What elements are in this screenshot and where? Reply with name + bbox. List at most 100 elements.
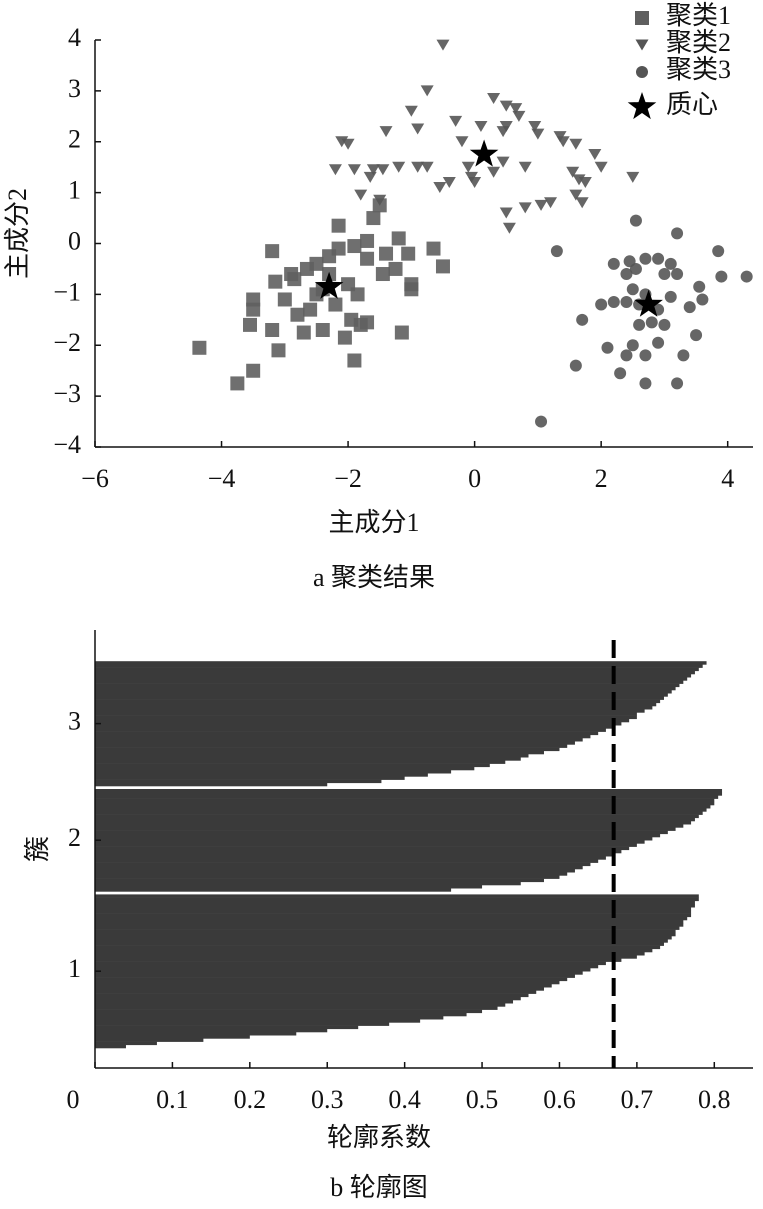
point [328,297,343,312]
point [652,252,665,265]
silhouette-bar [95,1022,390,1026]
x-axis-label: 主成分1 [328,508,419,537]
legend-label: 质心 [666,90,718,119]
point [639,252,652,265]
point [337,330,352,345]
point [296,325,311,340]
point [373,194,387,206]
point [683,301,696,314]
point [350,287,365,302]
point [626,171,640,183]
silhouette-bar [95,856,606,860]
legend-marker [635,11,649,25]
point [394,325,409,340]
silhouette-bar [95,821,692,825]
silhouette-bar [95,667,699,672]
point [388,261,403,276]
silhouette-bar [95,830,668,835]
silhouette-bar [95,926,680,930]
x-tick-label: 0.2 [234,1085,267,1114]
point [487,166,501,178]
silhouette-bar [95,932,676,937]
silhouette-bar [95,885,483,889]
point [620,349,633,362]
silhouette-bar [95,987,544,991]
point [496,156,510,168]
point [677,349,690,362]
x-tick-label: 0.3 [311,1085,344,1114]
point [449,115,463,127]
x-tick-label: 0.6 [543,1085,576,1114]
point [290,307,305,322]
silhouette-bar [95,993,529,998]
x-tick-label: 0 [468,464,481,493]
point [360,315,375,330]
silhouette-bar [95,968,591,972]
point [436,39,450,51]
point [569,359,582,372]
x-tick-label: 4 [721,464,734,493]
point [671,227,684,240]
x-tick-label: 0.8 [698,1085,731,1114]
silhouette-bar [95,916,688,921]
point [246,363,261,378]
point [607,257,620,270]
silhouette-bar [95,817,695,822]
silhouette-bar [95,964,599,969]
silhouette-bar [95,683,680,688]
point [341,138,355,150]
point [626,339,639,352]
silhouette-bar [95,955,637,959]
silhouette-bar [95,974,575,978]
silhouette-bar [95,773,428,777]
silhouette-bar [95,862,591,867]
silhouette-bar [95,670,695,675]
point [575,197,589,209]
silhouette-bar [95,706,653,710]
silhouette-bar [95,984,552,988]
point [404,105,418,117]
point [391,231,406,246]
point [404,277,419,292]
silhouette-bar [95,913,692,918]
silhouette-bar [95,942,664,946]
silhouette-bar [95,824,684,828]
silhouette-bar [95,795,719,799]
point [633,318,646,331]
point [379,246,394,261]
x-tick-label: −2 [334,464,362,493]
silhouette-bar [95,936,672,940]
point [531,128,545,140]
silhouette-bar [95,923,684,927]
y-axis-label: 主成分2 [3,188,32,279]
silhouette-bar [95,741,575,745]
silhouette-bar [95,980,560,985]
silhouette-bar [95,827,676,831]
point [569,138,583,150]
point [566,166,580,178]
point [347,164,361,176]
point [518,161,532,173]
silhouette-bar [95,1003,506,1007]
silhouette-bar [95,728,606,732]
point [284,267,299,282]
silhouette-bar [95,907,692,911]
silhouette-bar [95,734,591,739]
y-tick-label: 4 [68,23,81,52]
point [376,164,390,176]
x-axis-label: 轮廓系数 [327,1123,431,1152]
silhouette-bar [95,770,452,774]
silhouette-bar [95,846,630,851]
point [535,415,548,428]
point [411,161,425,173]
point [634,289,663,317]
point [366,164,380,176]
point [658,318,671,331]
point [499,207,513,219]
silhouette-bar [95,859,599,863]
silhouette-bar [95,961,606,966]
silhouette-bar [95,1044,126,1049]
silhouette-bar [95,878,544,883]
point [375,267,390,282]
point [499,100,513,112]
